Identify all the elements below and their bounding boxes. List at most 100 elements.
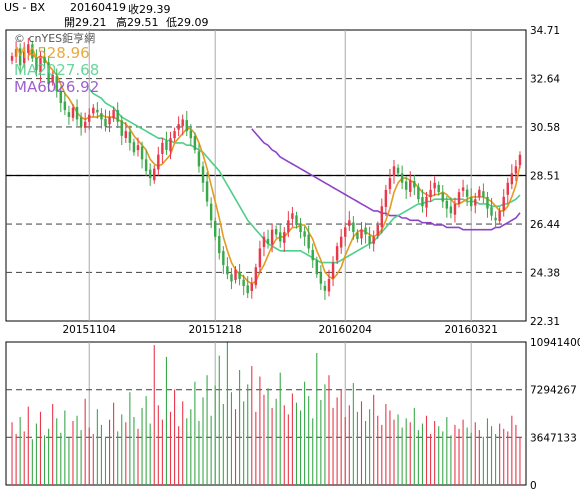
candle (246, 276, 249, 299)
candle (177, 116, 180, 137)
candle (461, 179, 465, 198)
volume-bars (11, 342, 521, 485)
volume-tick-label: 3647133 (530, 432, 577, 444)
candle (510, 164, 514, 190)
ma20-line (88, 88, 521, 264)
candle (457, 188, 461, 208)
candle (274, 225, 278, 238)
date-tick-label: 20151104 (63, 324, 117, 336)
candle (327, 269, 331, 297)
price-tick-label: 34.71 (530, 25, 560, 37)
volume-tick-label: 7294267 (530, 385, 577, 397)
candle (173, 127, 176, 142)
candle (376, 221, 379, 239)
volume-panel: 10941400 7294267 3647133 0 (5, 337, 580, 492)
candle (388, 168, 392, 195)
candle (356, 229, 359, 243)
candle (380, 198, 384, 234)
candle (201, 161, 205, 192)
candle (209, 197, 213, 229)
candle (120, 115, 123, 145)
legend-ma5-value: 28.96 (47, 44, 90, 62)
candle (514, 160, 518, 182)
candle (498, 207, 501, 225)
candle (368, 226, 371, 249)
candle (441, 185, 444, 208)
candle (222, 246, 225, 275)
candle (108, 110, 111, 133)
candle (421, 189, 424, 213)
candle (453, 197, 457, 223)
volume-tick-label: 10941400 (530, 337, 580, 349)
candle (31, 40, 34, 62)
candle (197, 143, 201, 173)
candle (226, 257, 229, 280)
candle (250, 277, 253, 299)
candle (242, 274, 245, 296)
candle (323, 280, 327, 300)
candle (396, 164, 400, 177)
date-axis-labels: 20151104 20151218 20160204 20160321 (63, 324, 498, 336)
candle (169, 131, 172, 160)
candle (116, 102, 119, 129)
price-tick-label: 32.64 (530, 74, 560, 86)
candle (55, 68, 58, 98)
candle (75, 99, 79, 126)
candle (128, 125, 132, 151)
price-tick-label: 22.31 (530, 316, 560, 328)
ma5-line (28, 52, 521, 285)
candle (88, 108, 91, 130)
candle (465, 184, 469, 207)
candle (83, 112, 87, 133)
candle (319, 265, 323, 291)
candle (148, 163, 152, 186)
symbol-label: US - BX (4, 1, 46, 14)
candle (315, 256, 319, 278)
candle (161, 137, 164, 164)
price-tick-label: 24.38 (530, 267, 560, 279)
candle (482, 183, 485, 204)
open-price: 開29.21 (64, 16, 107, 29)
candle (348, 211, 351, 231)
candle (144, 150, 148, 176)
price-tick-label: 26.44 (530, 219, 560, 231)
candle (234, 266, 237, 284)
candle (189, 124, 193, 146)
candle (287, 211, 290, 237)
candle (360, 221, 363, 245)
candle (449, 197, 453, 219)
legend-ma60-value: 26.92 (56, 78, 99, 96)
high-price: 高29.51 (116, 16, 159, 29)
candle (112, 106, 115, 122)
price-grid (6, 30, 526, 321)
volume-grid (6, 342, 526, 485)
candle (71, 104, 75, 122)
candle (494, 211, 497, 229)
legend-ma20: MA2027.68 (14, 61, 99, 79)
price-axis-labels: 34.71 32.64 30.58 28.51 26.44 24.38 22.31 (530, 25, 560, 328)
candle (279, 224, 282, 248)
candle (417, 183, 420, 203)
candle (205, 172, 209, 207)
candle (335, 242, 339, 264)
candle (27, 37, 30, 61)
volume-frame (5, 341, 527, 486)
candle (331, 256, 335, 287)
candle (400, 165, 404, 190)
candle (181, 114, 184, 136)
candle (295, 211, 298, 229)
price-panel: 34.71 32.64 30.58 28.51 26.44 24.38 22.31 2015… (5, 25, 560, 336)
candle (238, 263, 241, 286)
candle (266, 229, 270, 249)
candle (437, 181, 440, 196)
candle (140, 141, 144, 169)
candle (474, 192, 477, 214)
candle (311, 243, 314, 268)
candle (413, 174, 416, 196)
candle (404, 176, 408, 199)
candle (104, 109, 107, 132)
candle (59, 86, 63, 113)
candle (299, 217, 302, 239)
candle (10, 52, 14, 65)
